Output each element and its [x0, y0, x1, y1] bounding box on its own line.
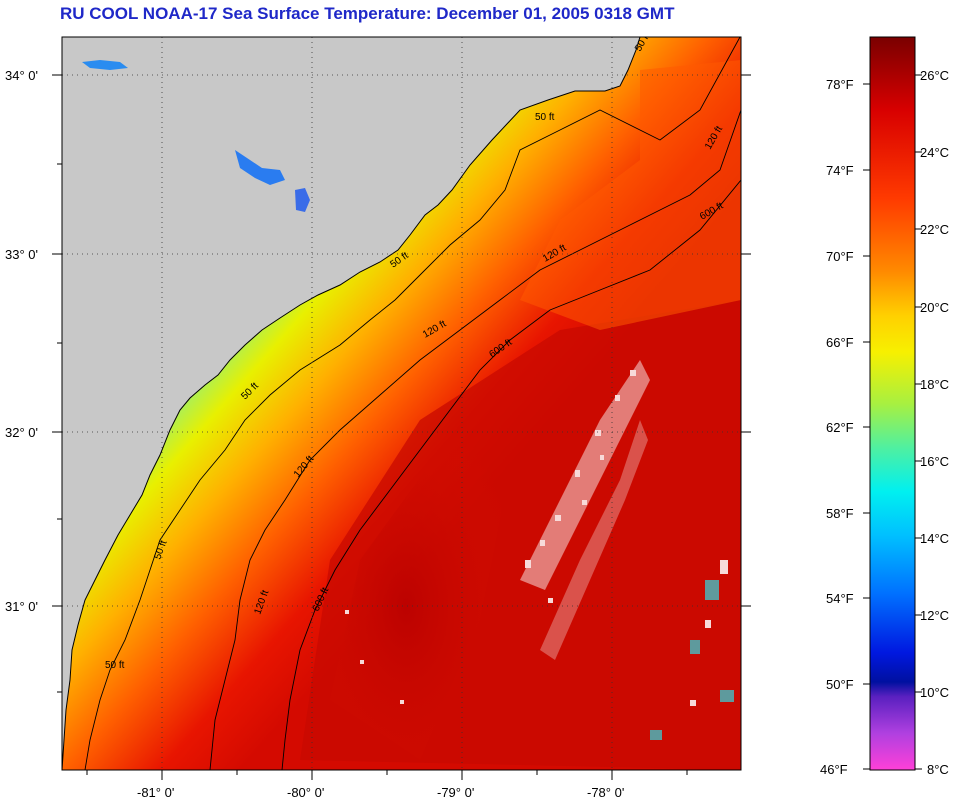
latitude-label: 34° 0'	[5, 68, 38, 83]
celsius-label: 12°C	[920, 608, 949, 623]
fahrenheit-labels: 78°F 74°F 70°F 66°F 62°F 58°F 54°F 50°F …	[820, 77, 854, 777]
colorbar-gradient	[869, 36, 916, 771]
contour-600ft	[281, 179, 741, 770]
contour-label: 50 ft	[535, 112, 555, 123]
fahrenheit-label: 50°F	[826, 677, 854, 692]
celsius-label: 20°C	[920, 300, 949, 315]
fahrenheit-label: 46°F	[820, 762, 848, 777]
fahrenheit-label: 54°F	[826, 591, 854, 606]
longitude-label: -78° 0'	[587, 785, 624, 800]
celsius-labels: 26°C 24°C 22°C 20°C 18°C 16°C 14°C 12°C …	[920, 68, 949, 777]
contour-120ft	[209, 109, 741, 770]
map-area[interactable]: 50 ft 50 ft 50 ft 50 ft 50 ft 50 ft 120 …	[62, 31, 741, 770]
latitude-label: 31° 0'	[5, 599, 38, 614]
celsius-label: 14°C	[920, 531, 949, 546]
celsius-label: 18°C	[920, 377, 949, 392]
fahrenheit-label: 58°F	[826, 506, 854, 521]
fahrenheit-label: 74°F	[826, 163, 854, 178]
latitude-label: 32° 0'	[5, 425, 38, 440]
longitude-labels: -81° 0' -80° 0' -79° 0' -78° 0'	[137, 785, 624, 800]
celsius-label: 8°C	[927, 762, 949, 777]
axis-ticks	[52, 74, 751, 780]
fahrenheit-label: 62°F	[826, 420, 854, 435]
longitude-label: -81° 0'	[137, 785, 174, 800]
lake	[235, 150, 285, 185]
latitude-label: 33° 0'	[5, 247, 38, 262]
map-title: RU COOL NOAA-17 Sea Surface Temperature:…	[60, 4, 675, 23]
celsius-label: 22°C	[920, 222, 949, 237]
fahrenheit-label: 78°F	[826, 77, 854, 92]
latitude-labels: 34° 0' 33° 0' 32° 0' 31° 0'	[5, 68, 38, 614]
fahrenheit-label: 66°F	[826, 335, 854, 350]
temperature-colorbar: 78°F 74°F 70°F 66°F 62°F 58°F 54°F 50°F …	[820, 36, 949, 777]
coastline	[62, 37, 641, 770]
map-frame	[61, 36, 742, 771]
celsius-label: 24°C	[920, 145, 949, 160]
depth-contours	[84, 37, 741, 770]
fahrenheit-label: 70°F	[826, 249, 854, 264]
contour-label: 50 ft	[105, 660, 125, 671]
longitude-label: -80° 0'	[287, 785, 324, 800]
celsius-label: 16°C	[920, 454, 949, 469]
cloud-speckles	[345, 360, 728, 706]
longitude-label: -79° 0'	[437, 785, 474, 800]
celsius-label: 26°C	[920, 68, 949, 83]
contour-50ft	[84, 37, 741, 770]
land-mass	[62, 37, 640, 770]
celsius-label: 10°C	[920, 685, 949, 700]
graticule	[62, 37, 741, 770]
